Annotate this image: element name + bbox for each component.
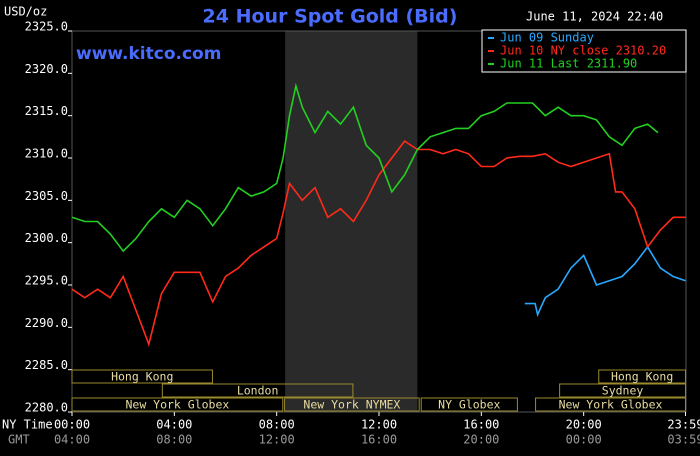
session-bar (161, 383, 354, 398)
y-tick-label: 2300.0 (25, 231, 68, 245)
session-bar (420, 397, 518, 412)
y-tick-label: 2310.0 (25, 147, 68, 161)
x-tick-label: 08:00 (259, 418, 295, 432)
timestamp: June 11, 2024 22:40 (526, 10, 663, 24)
chart-title: 24 Hour Spot Gold (Bid) (203, 6, 458, 28)
y-tick-label: 2305.0 (25, 189, 68, 203)
session-bar (559, 383, 686, 398)
x2-axis-label: GMT (8, 433, 30, 447)
session-label: Sydney (602, 384, 644, 398)
y-tick-label: 2320.0 (25, 62, 68, 76)
session-bar (598, 369, 686, 384)
y-tick-label: 2285.0 (25, 358, 68, 372)
y-tick-label: 2295.0 (25, 274, 68, 288)
session-bar (71, 369, 213, 384)
session-label: New York Globex (125, 398, 229, 412)
session-label: London (237, 384, 279, 398)
session-label: New York Globex (559, 398, 663, 412)
legend-label: Jun 11 Last 2311.90 (500, 57, 637, 71)
x2-tick-label: 08:00 (156, 433, 192, 447)
x-tick-label: 16:00 (463, 418, 499, 432)
session-bar (284, 397, 420, 412)
session-highlight (285, 31, 418, 412)
y-tick-label: 2315.0 (25, 104, 68, 118)
website: www.kitco.com (76, 44, 221, 64)
price-line (71, 82, 659, 253)
y-tick-label: 2325.0 (25, 20, 68, 34)
x2-tick-label: 20:00 (463, 433, 499, 447)
legend-box (481, 29, 687, 73)
session-label: NY Globex (438, 398, 500, 412)
x2-tick-label: 12:00 (259, 433, 295, 447)
session-label: Hong Kong (111, 370, 173, 384)
legend-label: Jun 10 NY close 2310.20 (500, 44, 666, 58)
session-bar (535, 397, 686, 412)
unit-label: USD/oz (4, 5, 47, 19)
x-tick-label: 20:00 (566, 418, 602, 432)
price-line (524, 245, 686, 318)
x2-tick-label: 00:00 (566, 433, 602, 447)
session-label: New York NYMEX (303, 398, 400, 412)
x-tick-label: 23:59 (667, 418, 700, 432)
session-bar (71, 397, 284, 412)
price-line (71, 140, 686, 347)
x-tick-label: 12:00 (361, 418, 397, 432)
legend-label: Jun 09 Sunday (500, 31, 594, 45)
x-tick-label: 00:00 (54, 418, 90, 432)
y-tick-label: 2280.0 (25, 401, 68, 415)
x2-tick-label: 04:00 (54, 433, 90, 447)
y-tick-label: 2290.0 (25, 316, 68, 330)
x-axis-label: NY Time (2, 418, 53, 432)
x-tick-label: 04:00 (156, 418, 192, 432)
x2-tick-label: 03:59 (667, 433, 700, 447)
session-label: Hong Kong (611, 370, 673, 384)
x2-tick-label: 16:00 (361, 433, 397, 447)
